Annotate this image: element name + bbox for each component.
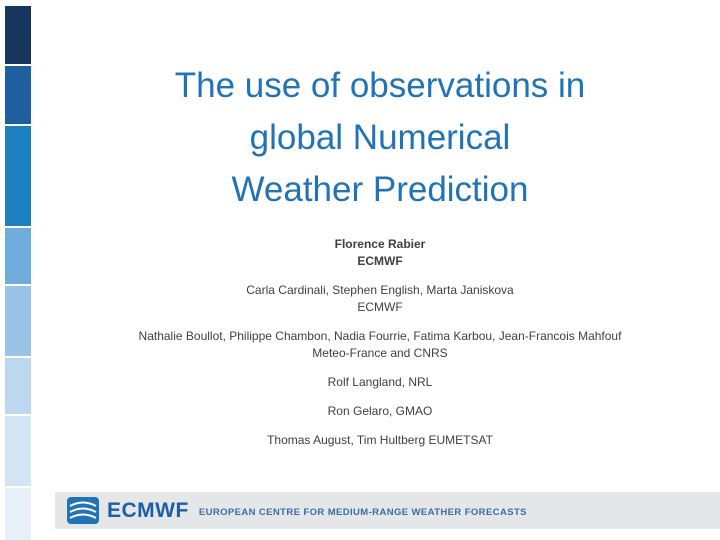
authors-block: Florence Rabier ECMWF Carla Cardinali, S… bbox=[40, 236, 720, 449]
title-line: The use of observations in bbox=[174, 66, 586, 105]
slide-title: The use of observations in global Numeri… bbox=[50, 60, 710, 216]
title-line: global Numerical bbox=[249, 118, 511, 157]
author-line: Carla Cardinali, Stephen English, Marta … bbox=[246, 283, 514, 297]
footer-tagline: EUROPEAN CENTRE FOR MEDIUM-RANGE WEATHER… bbox=[198, 507, 527, 518]
sidebar-block bbox=[5, 488, 31, 540]
slide-content: The use of observations in global Numeri… bbox=[40, 0, 720, 540]
sidebar-block bbox=[5, 126, 31, 226]
title-line: Weather Prediction bbox=[231, 170, 529, 209]
sidebar-block bbox=[5, 358, 31, 414]
sidebar-block bbox=[5, 66, 31, 124]
author-line: ECMWF bbox=[357, 300, 403, 314]
sidebar-block bbox=[5, 286, 31, 356]
ecmwf-logo-icon bbox=[67, 497, 99, 524]
author-line: Rolf Langland, NRL bbox=[327, 375, 433, 389]
sidebar-block bbox=[5, 6, 31, 64]
author-line: Florence Rabier bbox=[334, 237, 426, 251]
footer-brand: ECMWF bbox=[107, 498, 189, 522]
author-line: ECMWF bbox=[357, 254, 403, 268]
author-line: Meteo-France and CNRS bbox=[312, 346, 448, 360]
author-line: Nathalie Boullot, Philippe Chambon, Nadi… bbox=[138, 329, 622, 343]
sidebar-block bbox=[5, 228, 31, 284]
sidebar-block bbox=[5, 416, 31, 486]
author-line: Thomas August, Tim Hultberg EUMETSAT bbox=[267, 433, 493, 447]
footer-bar: ECMWF EUROPEAN CENTRE FOR MEDIUM-RANGE W… bbox=[55, 492, 720, 529]
sidebar-color-strip bbox=[5, 6, 31, 540]
author-line: Ron Gelaro, GMAO bbox=[327, 404, 433, 418]
